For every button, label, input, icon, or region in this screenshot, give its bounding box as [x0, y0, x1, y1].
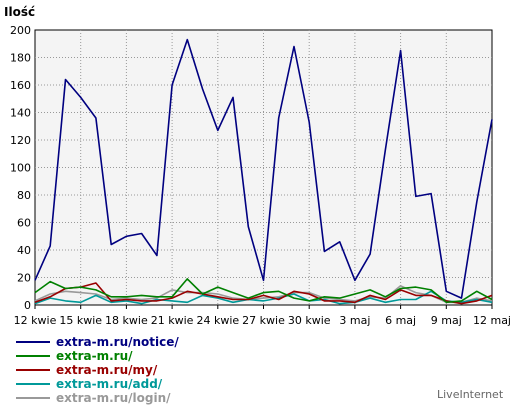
series-line — [34, 284, 493, 304]
series-line — [34, 38, 493, 299]
y-tick-label: 60 — [17, 217, 31, 230]
series-line — [34, 290, 493, 305]
y-tick-label: 40 — [17, 244, 31, 257]
y-tick-label: 120 — [10, 134, 31, 147]
x-tick-label: 12 kwie — [14, 314, 57, 327]
x-tick-label: 30 kwie — [288, 314, 331, 327]
credit-text: LiveInternet — [437, 388, 504, 401]
x-tick-label: 21 kwie — [151, 314, 194, 327]
y-tick-label: 200 — [10, 24, 31, 37]
x-tick-label: 3 maj — [339, 314, 370, 327]
y-tick-label: 140 — [10, 107, 31, 120]
y-tick-label: 180 — [10, 52, 31, 65]
legend-label: extra-m.ru/login/ — [56, 391, 171, 405]
y-tick-label: 160 — [10, 79, 31, 92]
y-tick-label: 20 — [17, 272, 31, 285]
x-tick-label: 9 maj — [431, 314, 462, 327]
legend-label: extra-m.ru/notice/ — [56, 335, 179, 349]
y-tick-label: 0 — [24, 299, 31, 312]
series-line — [34, 282, 493, 305]
x-tick-label: 18 kwie — [105, 314, 148, 327]
legend: extra-m.ru/notice/extra-m.ru/extra-m.ru/… — [16, 335, 179, 405]
x-tick-label: 15 kwie — [59, 314, 102, 327]
x-ticks: 12 kwie 15 kwie 18 kwie 21 kwie 24 kwie 27 kw… — [14, 305, 511, 327]
x-tick-label: 24 kwie — [196, 314, 239, 327]
x-tick-label: 27 kwie — [242, 314, 285, 327]
y-tick-label: 100 — [10, 162, 31, 175]
y-axis-title: Ilość — [4, 5, 35, 19]
legend-label: extra-m.ru/my/ — [56, 363, 158, 377]
x-tick-label: 12 maj — [473, 314, 511, 327]
x-tick-label: 6 maj — [385, 314, 416, 327]
y-tick-label: 80 — [17, 189, 31, 202]
series-lines — [34, 38, 493, 305]
legend-label: extra-m.ru/add/ — [56, 377, 163, 391]
series-line — [34, 278, 493, 304]
legend-label: extra-m.ru/ — [56, 349, 133, 363]
y-ticks: 0 20 40 60 80 100 120 140 160 180 200 — [10, 24, 31, 312]
